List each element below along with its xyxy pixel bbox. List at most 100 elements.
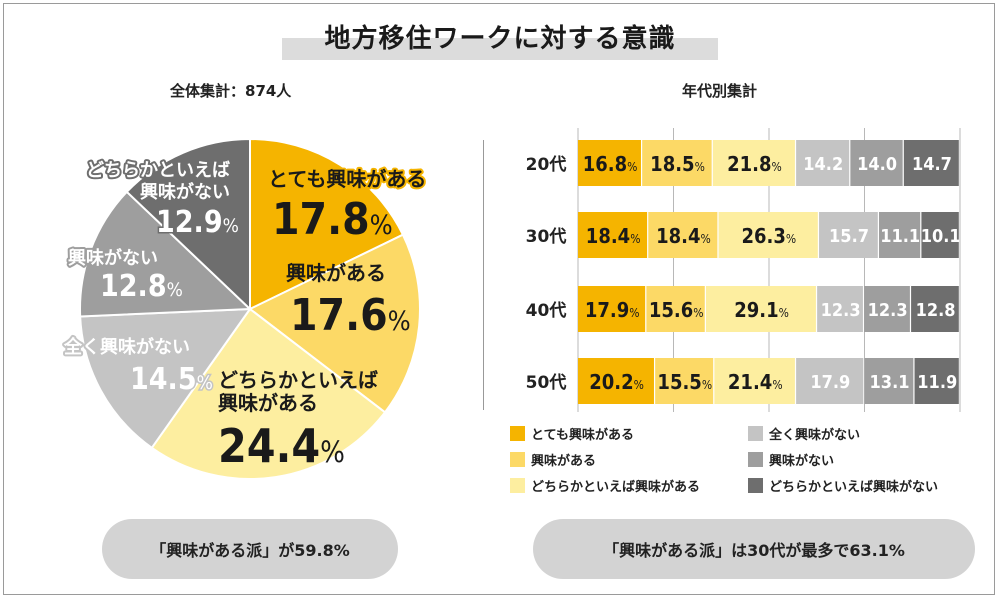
bar-value-2-1: 18.4% — [586, 224, 641, 248]
bar-segment-2-3 — [718, 212, 818, 258]
bar-value-3-2-percent: % — [693, 306, 703, 320]
bar-category-label-4: 50代 — [526, 372, 567, 393]
pie-value-5: 12.8% — [100, 269, 183, 304]
chart-title: 地方移住ワークに対する意識 — [324, 24, 676, 54]
bar-segment-4-4 — [796, 358, 864, 404]
bar-value-4-5: 13.1 — [870, 372, 910, 393]
legend-label-1: とても興味がある — [531, 428, 634, 443]
pie-label-2: 興味がある — [286, 261, 386, 285]
bar-value-2-1-percent: % — [630, 232, 640, 246]
bar-segment-4-2 — [655, 358, 714, 404]
pie-value-6: 12.9% — [156, 205, 239, 240]
bar-segment-1-4 — [796, 140, 850, 186]
bar-value-2-6: 10.1 — [921, 226, 961, 247]
legend-item-3: 興味がある — [510, 450, 596, 469]
bar-value-4-3: 21.4% — [728, 370, 783, 394]
bar-segment-3-5 — [864, 286, 910, 332]
bar-value-4-3-number: 21.4 — [728, 370, 772, 394]
bar-value-2-3: 26.3% — [741, 224, 796, 248]
legend-swatch-5 — [510, 478, 525, 493]
bar-value-1-1-number: 16.8 — [583, 152, 627, 176]
legend-label-5: どちらかといえば興味がある — [531, 480, 701, 495]
pie-value-6-number: 12.9 — [156, 205, 223, 240]
pie-value-3: 24.4% — [218, 419, 345, 473]
bar-segment-3-2 — [646, 286, 705, 332]
legend-label-6: どちらかといえば興味がない — [769, 480, 939, 495]
bar-segment-2-1 — [578, 212, 648, 258]
bar-value-4-6: 11.9 — [917, 372, 957, 393]
legend-item-2: 全く興味がない — [748, 424, 860, 443]
bar-segment-2-4 — [819, 212, 878, 258]
bar-segment-4-3 — [714, 358, 795, 404]
pie-value-2: 17.6% — [290, 290, 411, 341]
bar-value-1-2: 18.5% — [650, 152, 705, 176]
bar-value-1-2-percent: % — [695, 160, 705, 174]
pie-label-6-line2: 興味がない — [140, 181, 230, 203]
bar-value-1-5: 14.0 — [857, 154, 897, 175]
pie-value-4: 14.5% — [130, 362, 213, 397]
bar-category-label-2: 30代 — [526, 226, 567, 247]
bar-value-2-3-percent: % — [786, 232, 796, 246]
legend-label-4: 興味がない — [769, 454, 835, 469]
bar-value-1-3: 21.8% — [727, 152, 782, 176]
bar-segment-1-2 — [642, 140, 712, 186]
bar-category-label-1: 20代 — [526, 154, 567, 175]
pie-value-3-number: 24.4 — [218, 419, 320, 473]
bar-value-1-3-number: 21.8 — [727, 152, 771, 176]
bar-value-4-3-percent: % — [772, 378, 782, 392]
bar-value-2-2-number: 18.4 — [656, 224, 700, 248]
pie-value-1-number: 17.8 — [272, 194, 370, 245]
bar-summary: 「興味がある派」は30代が最多で63.1% — [533, 519, 975, 579]
legend-label-2: 全く興味がない — [769, 428, 861, 443]
bar-value-4-1-number: 20.2 — [589, 370, 633, 394]
legend-swatch-2 — [748, 426, 763, 441]
pie-value-5-number: 12.8 — [100, 269, 167, 304]
legend-swatch-6 — [748, 478, 763, 493]
pie-label-4: 全く興味がない — [63, 336, 190, 358]
bar-value-2-2: 18.4% — [656, 224, 711, 248]
bar-segment-3-1 — [578, 286, 646, 332]
bar-value-4-1-percent: % — [634, 378, 644, 392]
bar-segment-1-5 — [850, 140, 903, 186]
pie-slice-5 — [79, 190, 253, 318]
bar-value-2-2-percent: % — [701, 232, 711, 246]
bar-segment-4-5 — [864, 358, 914, 404]
bar-segment-2-2 — [648, 212, 718, 258]
bar-value-4-1: 20.2% — [589, 370, 644, 394]
bar-segment-2-5 — [879, 212, 921, 258]
bar-value-1-3-percent: % — [772, 160, 782, 174]
pie-value-1: 17.8% — [272, 194, 393, 245]
pie-slice-1 — [249, 137, 405, 311]
pie-slice-4 — [79, 307, 252, 450]
pie-slice-6 — [125, 137, 251, 312]
bar-value-3-1-percent: % — [629, 306, 639, 320]
pie-label-1: とても興味がある — [268, 167, 426, 191]
bar-value-1-2-number: 18.5 — [650, 152, 694, 176]
pie-value-5-percent: % — [167, 279, 183, 301]
legend-item-6: どちらかといえば興味がない — [748, 476, 938, 495]
bar-value-1-6: 14.7 — [912, 154, 952, 175]
legend-swatch-3 — [510, 452, 525, 467]
bar-value-3-2-number: 15.6 — [649, 298, 693, 322]
section-divider — [483, 140, 484, 410]
bar-value-3-5: 12.3 — [868, 300, 908, 321]
bar-value-3-6: 12.8 — [916, 300, 956, 321]
pie-value-2-percent: % — [388, 306, 411, 337]
pie-value-2-number: 17.6 — [290, 290, 388, 341]
bar-value-3-3-percent: % — [779, 306, 789, 320]
bar-value-2-5: 11.1 — [880, 226, 920, 247]
pie-label-5: 興味がない — [68, 247, 158, 269]
title-underline — [282, 38, 718, 60]
pie-value-3-percent: % — [320, 435, 345, 469]
bar-segment-3-4 — [817, 286, 863, 332]
legend-swatch-1 — [510, 426, 525, 441]
bar-value-4-4: 17.9 — [810, 372, 850, 393]
pie-value-1-percent: % — [370, 210, 393, 241]
legend-item-1: とても興味がある — [510, 424, 634, 443]
bar-segment-4-1 — [578, 358, 654, 404]
bar-value-2-4: 15.7 — [829, 226, 869, 247]
pie-label-3-line2: 興味がある — [218, 391, 318, 415]
bar-segment-3-3 — [705, 286, 816, 332]
legend-label-3: 興味がある — [531, 454, 597, 469]
